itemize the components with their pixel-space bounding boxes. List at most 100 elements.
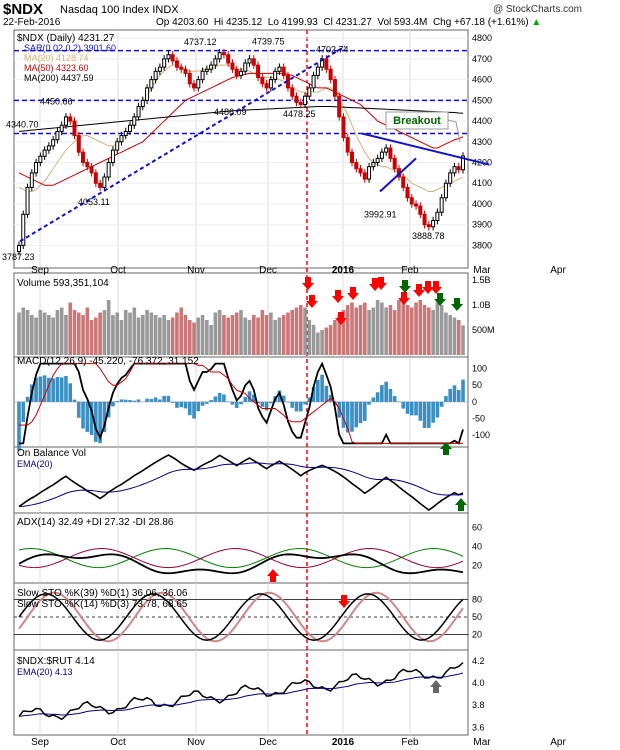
candle-body: [192, 83, 197, 89]
ratio-legend-entry: EMA(20) 4.13: [17, 667, 73, 677]
price-tick-label: 4500: [472, 95, 492, 105]
candle-body: [461, 155, 465, 171]
volume-bar: [200, 315, 205, 355]
volume-bar: [145, 310, 149, 355]
macd-histogram-bar: [42, 375, 47, 402]
volume-bar: [303, 307, 307, 355]
buy-signal-arrow: [399, 280, 411, 293]
macd-histogram-bar: [247, 391, 252, 402]
volume-bar: [72, 310, 77, 355]
month-tick-label: 2016: [332, 737, 355, 748]
candle-body: [98, 182, 103, 188]
volume-bar: [141, 315, 145, 355]
macd-histogram-bar: [290, 401, 295, 408]
macd-histogram-bar: [256, 401, 260, 404]
volume-bar: [34, 317, 38, 355]
candle-body: [324, 58, 329, 70]
minus-di-line: [18, 548, 464, 569]
volume-bar: [405, 305, 410, 355]
candle-body: [260, 77, 265, 85]
macd-histogram-bar: [448, 388, 452, 402]
macd-histogram-bar: [341, 401, 346, 428]
stochastic-title: Slow STO %K(39) %D(1) 36.06, 36.06: [17, 588, 188, 599]
volume-bar: [256, 317, 260, 355]
macd-histogram-bar: [427, 401, 431, 428]
candle-body: [375, 157, 380, 164]
macd-histogram-bar: [205, 401, 209, 404]
candle-body: [251, 58, 256, 66]
ratio-line: [18, 661, 464, 721]
macd-histogram-bar: [115, 401, 119, 402]
candle-body: [443, 182, 448, 199]
candle-body: [439, 197, 444, 213]
volume-bar: [298, 305, 303, 355]
candle-body: [128, 124, 132, 132]
volume-title: Volume 593,351,104: [17, 278, 109, 289]
price-tick-label: 4400: [472, 116, 492, 126]
month-tick-label: Sep: [31, 737, 49, 748]
macd-histogram-bar: [89, 401, 94, 436]
volume-bar: [170, 317, 175, 355]
buy-signal-arrow: [434, 293, 446, 306]
candle-body: [17, 244, 21, 253]
volume-bar: [358, 305, 363, 355]
candle-body: [209, 64, 214, 70]
volume-bar: [196, 317, 201, 355]
volume-bar: [311, 325, 316, 355]
volume-bar: [380, 302, 384, 355]
panel-frame: [13, 649, 469, 736]
volume-bar: [452, 317, 457, 355]
sell-signal-arrow: [413, 284, 425, 297]
macd-title: MACD(12,26,9) -45.220, -76.372, 31.152: [17, 356, 199, 367]
macd-histogram-bar: [192, 401, 196, 419]
macd-histogram-bar: [25, 396, 30, 402]
macd-tick-label: 0: [472, 397, 477, 407]
candle-body: [337, 95, 342, 118]
candle-body: [174, 60, 179, 68]
volume-bar: [427, 307, 431, 355]
volume-bar: [439, 305, 444, 355]
volume-bar: [294, 307, 299, 355]
adx-line: [18, 553, 464, 575]
quote-line: Op 4203.60 Hi 4235.12 Lo 4199.93 Cl 4231…: [156, 17, 541, 28]
price-legend-entry: MA(50) 4323.60: [24, 63, 89, 73]
macd-histogram-bar: [162, 395, 166, 402]
price-annotation: 3787.23: [2, 252, 35, 262]
quote-change: Chg +67.18 (+1.61%): [432, 17, 529, 28]
ratio-tick-label: 4.2: [472, 656, 485, 666]
volume-bar: [456, 320, 461, 355]
macd-histogram-bar: [153, 397, 158, 402]
sell-signal-arrow: [398, 292, 410, 305]
volume-bar: [345, 305, 350, 355]
candle-body: [277, 66, 282, 72]
volume-bar: [149, 312, 154, 355]
candle-body: [166, 54, 171, 60]
stochastic-tick-label: 20: [472, 629, 482, 639]
macd-histogram-bar: [145, 398, 149, 402]
obv-line: [18, 454, 464, 511]
quote-volume: Vol 593.4M: [377, 17, 428, 28]
macd-histogram-bar: [452, 385, 457, 402]
candle-body: [85, 162, 90, 168]
month-tick-label: Oct: [110, 737, 126, 748]
macd-histogram-bar: [38, 376, 43, 402]
candle-body: [110, 149, 115, 164]
macd-histogram-bar: [123, 399, 128, 402]
falling-trendline: [361, 132, 490, 166]
volume-bar: [384, 307, 388, 355]
price-annotation: 4478.25: [283, 109, 316, 119]
volume-bar: [123, 310, 128, 355]
volume-bar: [68, 302, 73, 355]
sell-signal-arrow: [375, 277, 387, 290]
volume-bar: [76, 312, 81, 355]
candle-body: [426, 224, 431, 228]
month-tick-label: Apr: [550, 737, 566, 748]
volume-bar: [162, 315, 166, 355]
volume-bar: [192, 322, 196, 355]
volume-bar: [401, 302, 406, 355]
candle-body: [51, 139, 56, 147]
candle-body: [204, 68, 209, 72]
volume-tick-label: 1.5B: [472, 275, 491, 285]
candle-body: [157, 66, 162, 72]
